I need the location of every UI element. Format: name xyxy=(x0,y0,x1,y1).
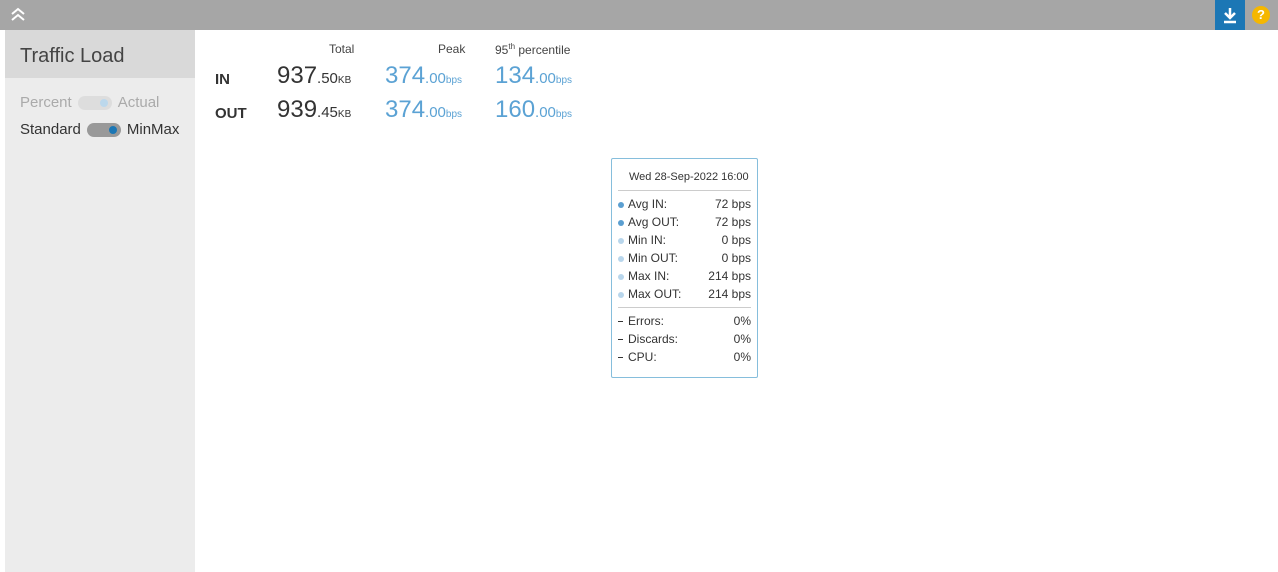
stat-value: 134.00bps xyxy=(495,62,572,90)
col-header: 95th percentile xyxy=(495,42,570,57)
tooltip-label: Max IN: xyxy=(618,269,669,283)
marker xyxy=(618,357,623,359)
tooltip-title: Wed 28-Sep-2022 16:00 xyxy=(618,159,751,191)
stat-int: 134 xyxy=(495,62,536,89)
tooltip-row: Discards: 0% xyxy=(612,330,757,348)
text: th xyxy=(508,42,516,51)
stat-unit: bps xyxy=(445,109,463,120)
tooltip: Wed 28-Sep-2022 16:00 Avg IN: 72 bps Avg O… xyxy=(611,158,758,378)
tooltip-row: Max IN: 214 bps xyxy=(612,267,757,285)
tooltip-row: Min OUT: 0 bps xyxy=(612,249,757,267)
marker xyxy=(618,292,624,298)
tooltip-label: Max OUT: xyxy=(618,287,681,301)
text: percentile xyxy=(518,43,571,57)
sidebar-title: Traffic Load xyxy=(5,30,195,78)
tooltip-row: Avg OUT: 72 bps xyxy=(612,213,757,231)
tooltip-value: 0% xyxy=(733,332,751,346)
stat-int: 939 xyxy=(277,96,318,123)
col-header: Peak xyxy=(438,42,466,56)
tooltip-label: Avg OUT: xyxy=(618,215,679,229)
text: Min OUT: xyxy=(628,251,679,265)
tooltip-label: Avg IN: xyxy=(618,197,667,211)
tooltip-row: Avg IN: 72 bps xyxy=(612,195,757,213)
tooltip-row: Min IN: 0 bps xyxy=(612,231,757,249)
sidebar: Traffic Load Percent Actual Standard MinMa… xyxy=(5,30,195,572)
collapse-icon[interactable]: 0100200300400500INbps0100200300400500OUT… xyxy=(8,5,28,25)
tooltip-label: Errors: xyxy=(618,314,664,328)
tooltip-value: 0 bps xyxy=(721,251,751,265)
stat-frac: .00 xyxy=(425,104,446,121)
tooltip-row: Errors: 0% xyxy=(612,312,757,330)
download-button[interactable] xyxy=(1215,0,1245,30)
text: CPU: xyxy=(628,350,657,364)
text: Discards: xyxy=(628,332,679,346)
tooltip-value: 72 bps xyxy=(714,197,751,211)
stat-frac: .50 xyxy=(317,70,338,87)
marker xyxy=(618,339,623,341)
stat-value: 374.00bps xyxy=(385,96,462,124)
text: Avg IN: xyxy=(628,197,668,211)
stat-int: 160 xyxy=(495,96,536,123)
toggle-percent[interactable]: Percent Actual xyxy=(20,94,195,111)
text: Errors: xyxy=(628,314,664,328)
toggle-minmax[interactable]: Standard MinMax xyxy=(20,121,195,138)
marker xyxy=(618,202,624,208)
toggle-label: Actual xyxy=(117,94,160,111)
top-bar: 0100200300400500INbps0100200300400500OUT… xyxy=(0,0,1278,30)
text: Avg OUT: xyxy=(628,215,680,229)
col-header: Total xyxy=(329,42,355,56)
tooltip-label: Min IN: xyxy=(618,233,666,247)
tooltip-value: 0 bps xyxy=(721,233,751,247)
tooltip-value: 0% xyxy=(733,350,751,364)
tooltip-value: 0% xyxy=(733,314,751,328)
marker xyxy=(618,256,624,262)
tooltip-row: Max OUT: 214 bps xyxy=(612,285,757,303)
stat-value: 937.50KB xyxy=(277,62,351,90)
tooltip-value: 214 bps xyxy=(708,287,751,301)
marker xyxy=(618,274,624,280)
marker xyxy=(618,321,623,323)
text: Max OUT: xyxy=(628,287,682,301)
stat-unit: bps xyxy=(445,75,463,86)
stat-unit: bps xyxy=(555,75,573,86)
marker xyxy=(618,220,624,226)
row-label: IN xyxy=(215,71,230,88)
text: Max IN: xyxy=(628,269,670,283)
stat-value: 939.45KB xyxy=(277,96,351,124)
stat-frac: .00 xyxy=(425,70,446,87)
marker xyxy=(618,238,624,244)
stat-frac: .00 xyxy=(535,70,556,87)
toggle-label: MinMax xyxy=(126,121,180,138)
tooltip-label: Discards: xyxy=(618,332,678,346)
text: 95 xyxy=(495,43,509,57)
text: Min IN: xyxy=(628,233,667,247)
stat-value: 374.00bps xyxy=(385,62,462,90)
row-label: OUT xyxy=(215,105,247,122)
tooltip-row: CPU: 0% xyxy=(612,348,757,366)
stat-unit: KB xyxy=(337,75,352,86)
tooltip-value: 214 bps xyxy=(708,269,751,283)
stat-unit: KB xyxy=(337,109,352,120)
stat-frac: .00 xyxy=(535,104,556,121)
tooltip-label: Min OUT: xyxy=(618,251,678,265)
tooltip-label: CPU: xyxy=(618,350,657,364)
tooltip-value: 72 bps xyxy=(714,215,751,229)
stat-value: 160.00bps xyxy=(495,96,572,124)
stat-int: 937 xyxy=(277,62,318,89)
toggle-label: Standard xyxy=(20,121,81,138)
stat-unit: bps xyxy=(555,109,573,120)
stat-int: 374 xyxy=(385,62,426,89)
help-button[interactable]: ? xyxy=(1252,6,1270,24)
stat-int: 374 xyxy=(385,96,426,123)
toggle-label: Percent xyxy=(20,94,72,111)
stat-frac: .45 xyxy=(317,104,338,121)
